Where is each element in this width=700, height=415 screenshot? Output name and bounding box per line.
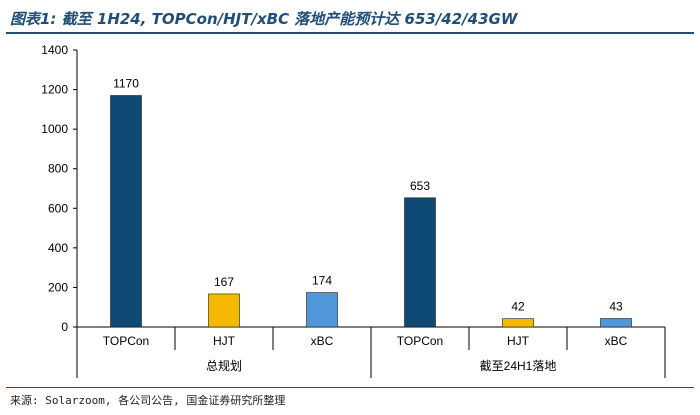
y-tick-label: 600 (48, 201, 68, 215)
bar-xbc (306, 292, 338, 328)
x-category-label: TOPCon (103, 334, 149, 348)
bar-hjt (502, 318, 534, 328)
title-rule (6, 32, 694, 34)
bar-value-label: 167 (214, 275, 234, 289)
x-category-label: TOPCon (397, 334, 443, 348)
bar-topcon (110, 95, 142, 328)
bottom-rule (6, 387, 694, 388)
x-category-label: HJT (507, 334, 530, 348)
x-group-label: 总规划 (206, 358, 242, 373)
bar-value-label: 653 (410, 179, 430, 193)
source-note: 来源: Solarzoom, 各公司公告, 国金证券研究所整理 (10, 394, 286, 407)
y-tick-label: 1400 (41, 43, 68, 57)
bar-value-label: 174 (312, 274, 332, 288)
bar-topcon (404, 197, 436, 328)
bar-chart: 0 200 400 600 800 1000 1200 1400 1170 TOPCon 167 HJ… (41, 43, 666, 378)
y-tick-label: 0 (61, 320, 68, 334)
x-category-label: xBC (311, 334, 334, 348)
y-tick-label: 400 (48, 241, 68, 255)
figure-title: 图表1: 截至 1H24, TOPCon/HJT/xBC 落地产能预计达 653… (10, 10, 518, 28)
bar-xbc (600, 318, 632, 328)
bar-value-label: 1170 (113, 77, 139, 91)
y-tick-label: 1200 (41, 83, 68, 97)
y-tick-label: 1000 (41, 122, 68, 136)
y-tick-label: 800 (48, 162, 68, 176)
x-category-label: xBC (605, 334, 628, 348)
x-category-label: HJT (213, 334, 236, 348)
bar-hjt (208, 293, 240, 328)
x-group-label: 截至24H1落地 (480, 359, 557, 373)
bar-value-label: 42 (511, 300, 525, 314)
bar-value-label: 43 (609, 299, 623, 313)
y-tick-label: 200 (48, 280, 68, 294)
